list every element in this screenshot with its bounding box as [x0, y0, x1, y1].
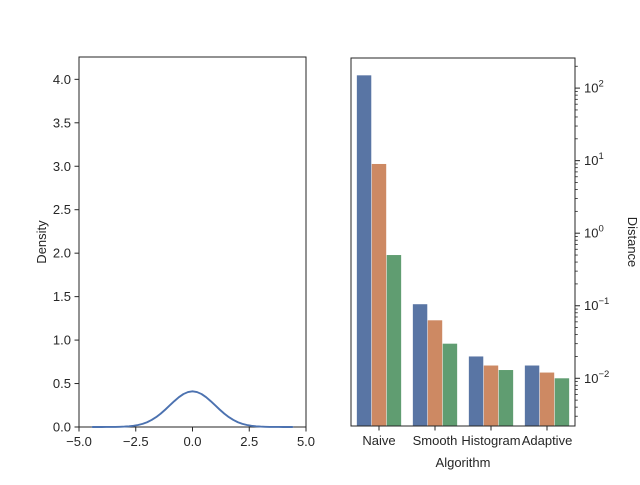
- x-tick-label: 5.0: [297, 434, 315, 449]
- y-tick-label: 3.0: [53, 159, 71, 174]
- bar-smooth-series-green: [442, 343, 458, 426]
- y-tick-label: 0.5: [53, 376, 71, 391]
- density-axis-label: Density: [34, 220, 49, 264]
- y-tick-label: 101: [584, 151, 604, 168]
- y-tick-label: 10−2: [584, 369, 609, 386]
- x-tick-label: Histogram: [461, 433, 520, 448]
- y-tick-label: 102: [584, 79, 604, 96]
- y-tick-label: 1.5: [53, 289, 71, 304]
- kde-curve: [91, 390, 294, 428]
- y-tick-label: 4.0: [53, 72, 71, 87]
- y-tick-label: 1.0: [53, 333, 71, 348]
- bar-chart: Naive Smooth Histogram Adaptive 102 101 100 10−…: [350, 57, 640, 470]
- distance-axis-label: Distance: [625, 217, 640, 268]
- bar-axes: Naive Smooth Histogram Adaptive 102 101 100 10−…: [350, 57, 609, 448]
- algorithm-axis-label: Algorithm: [436, 455, 491, 470]
- bar-naive-series-orange: [371, 163, 387, 426]
- bar-naive-series-blue: [356, 75, 372, 426]
- axes-frame: [350, 57, 576, 427]
- y-tick-label: 3.5: [53, 115, 71, 130]
- y-tick-label: 10−1: [584, 296, 609, 313]
- x-tick-label: 0.0: [183, 434, 201, 449]
- axes-frame: [78, 56, 307, 428]
- bar-naive-series-green: [386, 255, 402, 426]
- x-tick-label: Smooth: [413, 433, 458, 448]
- bar-smooth-series-blue: [412, 304, 428, 426]
- density-plot: −5.0 −2.5 0.0 2.5 5.0 0.0 0.5 1.0 1.5 2.0 2.5 3.0 3.…: [34, 56, 315, 449]
- x-tick-label: −2.5: [123, 434, 149, 449]
- bar-adaptive-series-green: [554, 378, 570, 426]
- bar-adaptive-series-blue: [524, 365, 540, 426]
- y-tick-label: 2.0: [53, 246, 71, 261]
- bar-adaptive-series-orange: [539, 372, 555, 426]
- x-tick-label: −5.0: [66, 434, 92, 449]
- bar-smooth-series-orange: [427, 320, 443, 426]
- y-tick-label: 100: [584, 224, 604, 241]
- bar-histogram-series-orange: [483, 365, 499, 426]
- x-tick-label: 2.5: [240, 434, 258, 449]
- y-tick-label: 2.5: [53, 202, 71, 217]
- y-tick-label: 0.0: [53, 420, 71, 435]
- x-tick-label: Naive: [362, 433, 395, 448]
- bar-histogram-series-green: [498, 370, 514, 426]
- bar-histogram-series-blue: [468, 356, 484, 426]
- x-tick-label: Adaptive: [522, 433, 573, 448]
- density-axes: −5.0 −2.5 0.0 2.5 5.0 0.0 0.5 1.0 1.5 2.0 2.5 3.0 3.…: [53, 56, 315, 449]
